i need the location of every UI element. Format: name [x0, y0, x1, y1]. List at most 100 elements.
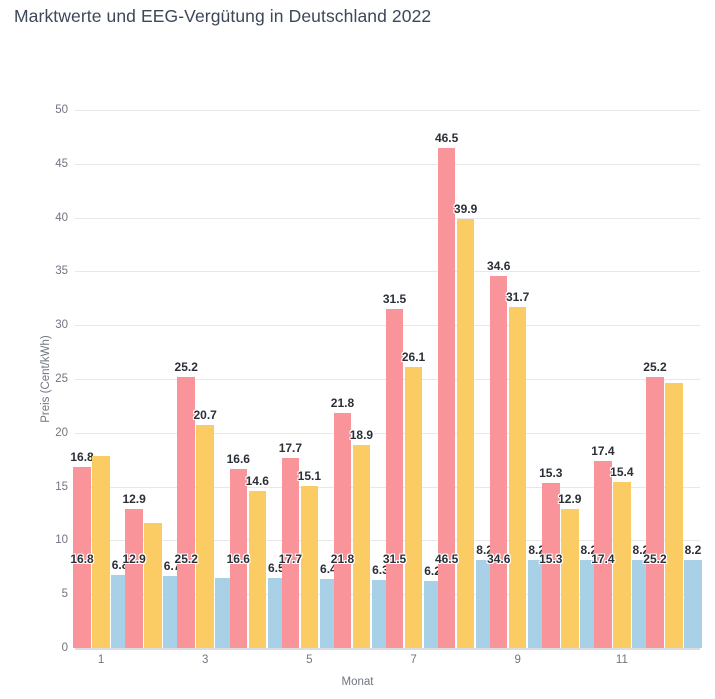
bar-value-label: 15.1 [297, 468, 322, 483]
bar-value-label: 12.9 [122, 492, 146, 507]
gridline [75, 271, 700, 273]
bar[interactable] [163, 575, 181, 648]
bar-value-label: 12.9 [558, 492, 582, 507]
bar-value-label: 8.2 [476, 542, 493, 557]
bar[interactable] [267, 578, 286, 648]
bar-value-label: 6.4 [320, 562, 337, 577]
gridline [75, 110, 700, 111]
bar[interactable] [684, 559, 702, 648]
bar-group: 16.6 14.6 6.5 16.6 [227, 110, 286, 648]
bar-inner-value-label: 17.7 [278, 552, 303, 567]
bar[interactable] [196, 425, 214, 648]
bar[interactable] [580, 559, 598, 648]
bar[interactable] [594, 460, 612, 648]
bar[interactable] [229, 469, 248, 648]
y-axis-tick-label: 15 [55, 480, 68, 493]
bar-value-label: 31.7 [506, 289, 530, 304]
bar[interactable] [423, 581, 442, 648]
x-axis-tick-label: 7 [410, 654, 417, 666]
bar-inner-value-label: 46.5 [434, 552, 459, 567]
bar[interactable] [613, 482, 631, 648]
x-axis-title: Monat [341, 676, 374, 688]
bar-group: 16.8 6.8 16.8 [70, 110, 129, 648]
bar[interactable] [92, 456, 110, 648]
page-title: Marktwerte und EEG-Vergütung in Deutschl… [14, 6, 432, 26]
bar[interactable] [177, 376, 195, 648]
y-axis-tick-label: 35 [55, 265, 68, 278]
bar-value-label: 8.2 [684, 542, 702, 557]
bar[interactable] [404, 367, 423, 648]
bar[interactable] [111, 574, 129, 648]
bar[interactable] [665, 383, 683, 648]
bar-inner-value-label: 25.2 [643, 552, 667, 567]
x-axis-line [75, 648, 700, 650]
gridline [75, 163, 700, 165]
bar-value-label: 25.2 [643, 359, 667, 374]
bar-inner-value-label: 15.3 [539, 552, 563, 567]
bar-group: 46.5 39.9 8.2 46.5 [435, 110, 494, 648]
bar-group: 17.7 15.1 6.4 17.7 [279, 110, 338, 648]
x-axis-tick-label: 3 [202, 654, 209, 666]
bar[interactable] [281, 457, 300, 648]
bar-inner-value-label: 25.2 [174, 552, 198, 567]
bar-value-label: 8.2 [580, 542, 598, 557]
bar-value-label: 17.4 [591, 443, 615, 458]
bar-group: 25.2 8.2 25.2 [643, 110, 702, 648]
bar[interactable] [73, 467, 91, 648]
bar-value-label: 6.5 [267, 561, 285, 576]
bar[interactable] [215, 578, 233, 648]
bar[interactable] [489, 275, 508, 648]
bar[interactable] [542, 483, 560, 648]
y-axis-tick-label: 50 [55, 104, 68, 116]
bar-inner-value-label: 34.6 [487, 552, 511, 567]
bar-value-label: 14.6 [245, 473, 269, 488]
x-axis-tick-label: 11 [615, 654, 628, 666]
bar[interactable] [632, 559, 650, 648]
bar-group: 31.5 26.1 6.2 31.5 [383, 110, 442, 648]
bar-inner-value-label: 17.4 [591, 552, 615, 567]
bar-value-label: 16.8 [70, 450, 94, 465]
bar[interactable] [371, 580, 390, 648]
bar-value-label: 26.1 [401, 350, 426, 365]
bar-value-label: 21.8 [330, 396, 355, 411]
bar[interactable] [527, 559, 546, 648]
y-axis-tick-label: 45 [55, 157, 68, 170]
bar[interactable] [125, 509, 143, 648]
bar-value-label: 18.9 [349, 427, 374, 442]
bar-group: 25.2 20.7 25.2 [175, 110, 233, 648]
bar-inner-value-label: 31.5 [382, 552, 407, 567]
bar[interactable] [646, 376, 664, 648]
bar-value-label: 8.2 [528, 542, 546, 557]
bar[interactable] [456, 218, 475, 648]
bar-inner-value-label: 21.8 [330, 552, 355, 567]
x-axis-tick-label: 9 [514, 654, 521, 666]
bar[interactable] [248, 490, 267, 648]
bar[interactable] [333, 413, 352, 648]
bar[interactable] [385, 309, 404, 648]
bar-value-label: 6.8 [111, 557, 129, 572]
bar[interactable] [475, 559, 494, 648]
bar-value-label: 20.7 [193, 408, 217, 423]
bar-inner-value-label: 16.8 [70, 552, 94, 567]
bar[interactable] [508, 306, 527, 648]
bar[interactable] [352, 444, 371, 648]
bar[interactable] [319, 579, 338, 648]
bar-group: 12.9 6.7 12.9 [122, 110, 181, 648]
bar-group: 17.4 15.4 8.2 17.4 [591, 110, 650, 648]
plot-area: 16.8 6.8 16.8 12.9 6.7 12.9 25.2 20.7 25.2 16.6 14… [70, 110, 702, 649]
y-axis-tick-label: 25 [55, 373, 68, 385]
bar-value-label: 31.5 [382, 292, 407, 307]
bar[interactable] [561, 509, 579, 648]
bar[interactable] [437, 147, 456, 648]
bar-value-label: 25.2 [174, 359, 198, 374]
bar-group: 15.3 12.9 8.2 15.3 [539, 110, 598, 648]
bar[interactable] [144, 523, 162, 648]
bar[interactable] [300, 485, 319, 648]
bar-value-label: 16.6 [226, 452, 250, 467]
gridline [75, 217, 700, 219]
bar-value-label: 8.2 [632, 542, 650, 557]
y-axis-tick-label: 40 [55, 211, 68, 224]
y-axis-tick-label: 20 [55, 426, 68, 439]
bar-inner-value-label: 12.9 [122, 552, 146, 567]
y-axis-ticks: 0 5 10 15 20 25 30 35 40 45 50 [20, 104, 68, 654]
